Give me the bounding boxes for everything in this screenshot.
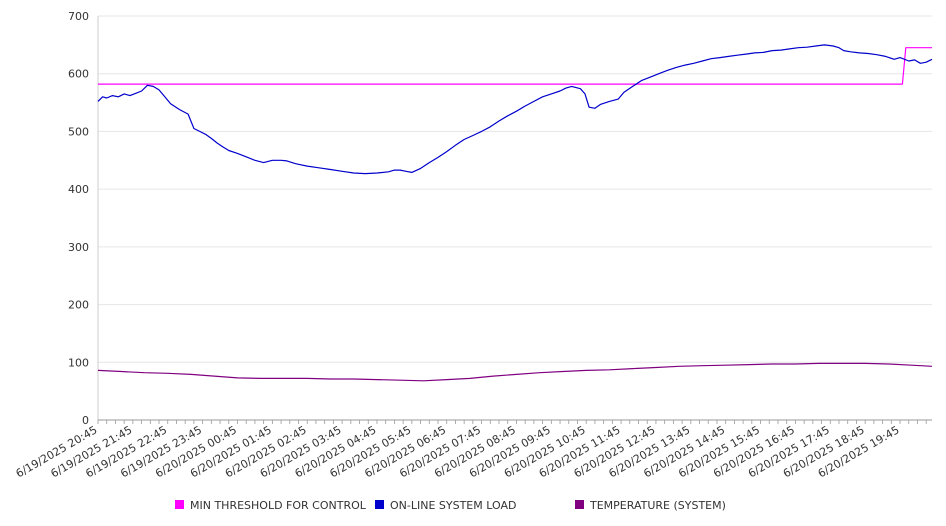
y-tick-label: 100 — [68, 356, 89, 369]
y-tick-label: 200 — [68, 299, 89, 312]
y-tick-label: 300 — [68, 241, 89, 254]
legend: MIN THRESHOLD FOR CONTROL ON-LINE SYSTEM … — [175, 499, 726, 512]
y-tick-labels: 0 100 200 300 400 500 600 700 — [68, 10, 89, 427]
legend-swatch-3 — [575, 500, 584, 509]
y-tick-label: 0 — [82, 414, 89, 427]
series-line-3 — [97, 362, 933, 382]
legend-label-2: ON-LINE SYSTEM LOAD — [390, 499, 516, 512]
legend-label-3: TEMPERATURE (SYSTEM) — [589, 499, 726, 512]
legend-swatch-1 — [175, 500, 184, 509]
series-line-2 — [97, 44, 933, 175]
series-lines — [97, 44, 933, 382]
y-tick-label: 400 — [68, 183, 89, 196]
y-tick-label: 600 — [68, 68, 89, 81]
grid-lines — [98, 15, 932, 363]
series-line-1 — [98, 47, 932, 85]
y-tick-label: 700 — [68, 10, 89, 23]
legend-swatch-2 — [375, 500, 384, 509]
legend-label-1: MIN THRESHOLD FOR CONTROL — [190, 499, 367, 512]
axes — [97, 16, 932, 424]
y-tick-label: 500 — [68, 125, 89, 138]
x-tick-labels: 6/19/2025 20:456/19/2025 21:456/19/2025 … — [14, 423, 902, 480]
